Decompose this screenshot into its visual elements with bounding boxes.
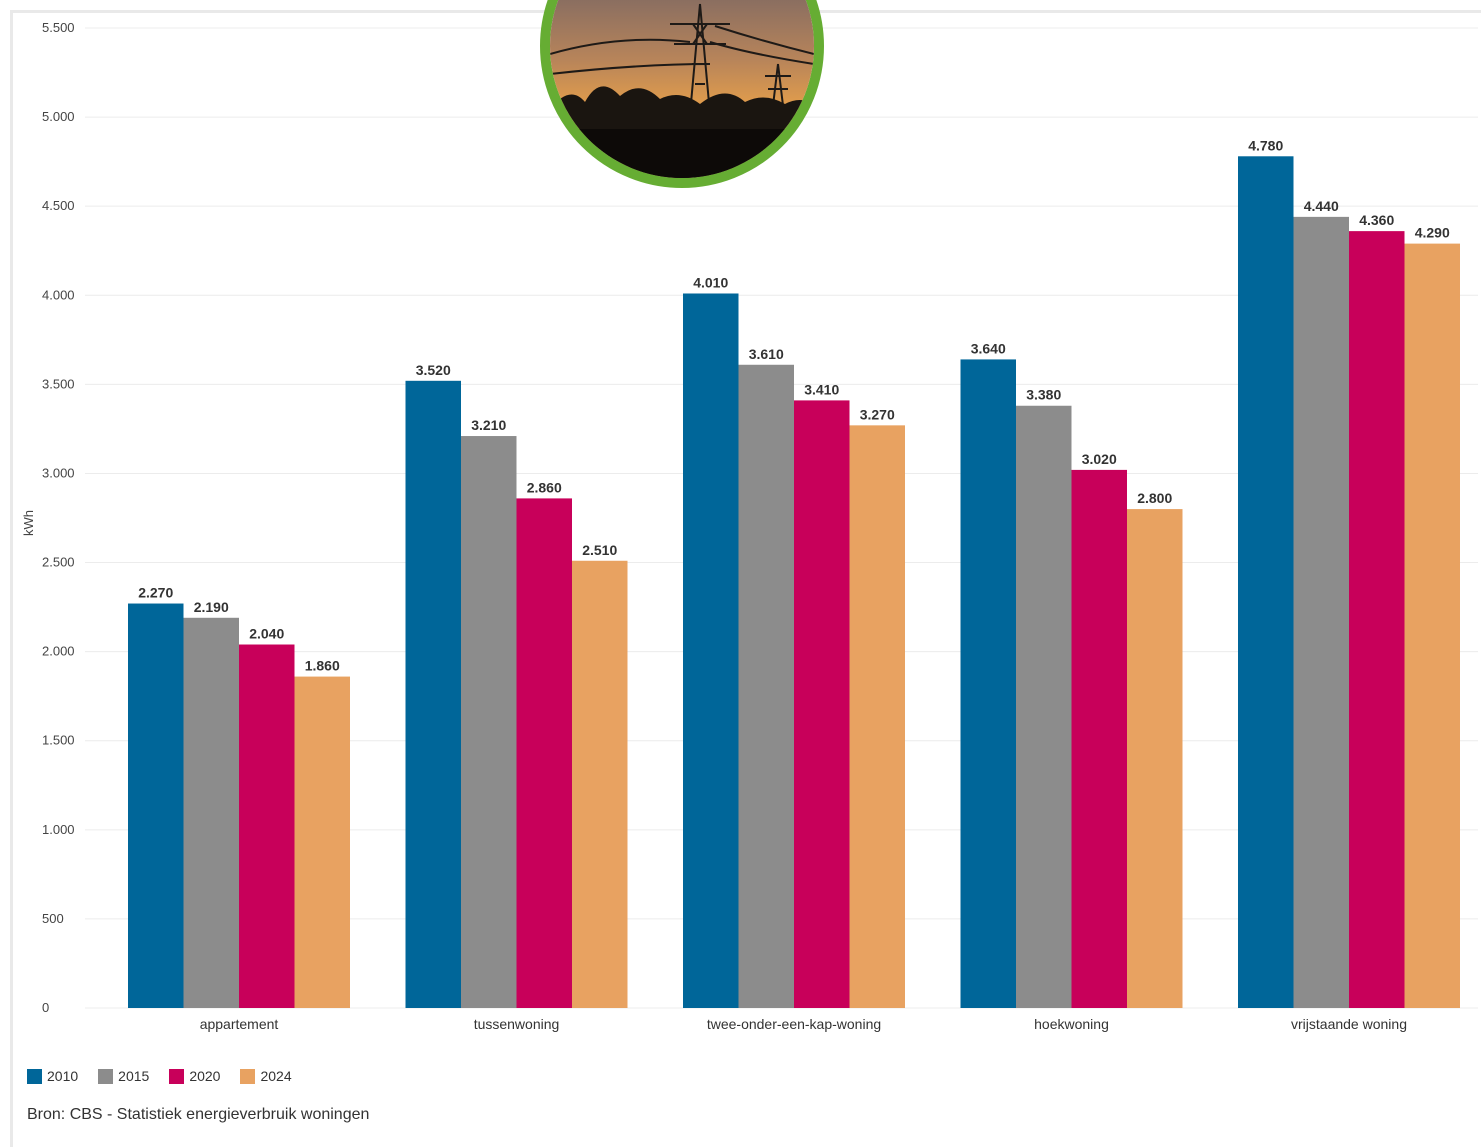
data-label: 4.440 bbox=[1304, 198, 1339, 214]
data-label: 2.510 bbox=[582, 542, 617, 558]
data-label: 1.860 bbox=[305, 658, 340, 674]
y-axis-label: kWh bbox=[21, 510, 36, 536]
bar-2020-4 bbox=[1349, 231, 1405, 1009]
legend-label: 2010 bbox=[47, 1068, 79, 1084]
bar-2024-1 bbox=[572, 560, 628, 1008]
data-label: 4.010 bbox=[693, 274, 728, 290]
data-label: 2.860 bbox=[527, 479, 562, 495]
bar-2024-4 bbox=[1404, 243, 1460, 1009]
bar-2010-0 bbox=[128, 603, 184, 1008]
y-tick-label: 500 bbox=[42, 911, 64, 926]
bar-2020-1 bbox=[516, 498, 572, 1008]
data-label: 3.270 bbox=[860, 406, 895, 422]
y-tick-label: 5.500 bbox=[42, 20, 75, 35]
legend-label: 2015 bbox=[118, 1068, 150, 1084]
data-label: 3.210 bbox=[471, 417, 506, 433]
bar-2010-3 bbox=[960, 359, 1016, 1008]
bar-2015-3 bbox=[1016, 405, 1072, 1008]
data-label: 4.360 bbox=[1359, 212, 1394, 228]
data-label: 2.800 bbox=[1137, 490, 1172, 506]
legend-item-2010: 2010 bbox=[27, 1068, 78, 1084]
category-label: appartement bbox=[200, 1016, 279, 1032]
legend-item-2024: 2024 bbox=[240, 1068, 292, 1084]
bar-2020-0 bbox=[239, 644, 295, 1008]
bar-2020-2 bbox=[794, 400, 850, 1008]
bar-2015-0 bbox=[183, 617, 239, 1008]
data-label: 3.380 bbox=[1026, 387, 1061, 403]
bars bbox=[128, 156, 1460, 1009]
legend-swatch bbox=[27, 1068, 42, 1084]
legend-label: 2024 bbox=[260, 1068, 292, 1084]
y-tick-label: 3.000 bbox=[42, 465, 75, 480]
x-axis-categories: appartement tussenwoning twee-onder-een-ka… bbox=[200, 1016, 1407, 1032]
bar-2010-1 bbox=[405, 380, 461, 1008]
category-label: vrijstaande woning bbox=[1291, 1016, 1407, 1032]
data-label: 2.040 bbox=[249, 626, 284, 642]
y-tick-label: 2.000 bbox=[42, 644, 75, 659]
data-label: 3.640 bbox=[971, 340, 1006, 356]
category-label: tussenwoning bbox=[474, 1016, 560, 1032]
data-label: 2.270 bbox=[138, 585, 173, 601]
y-tick-label: 4.000 bbox=[42, 287, 75, 302]
data-label: 3.410 bbox=[804, 381, 839, 397]
bar-2010-4 bbox=[1238, 156, 1294, 1009]
y-tick-label: 5.000 bbox=[42, 109, 75, 124]
y-tick-label: 2.500 bbox=[42, 555, 75, 570]
y-tick-label: 4.500 bbox=[42, 198, 75, 213]
legend-label: 2020 bbox=[189, 1068, 221, 1084]
data-label: 3.020 bbox=[1082, 451, 1117, 467]
bar-2024-3 bbox=[1127, 509, 1183, 1008]
category-label: hoekwoning bbox=[1034, 1016, 1109, 1032]
data-label: 4.780 bbox=[1248, 137, 1283, 153]
source-note: Bron: CBS - Statistiek energieverbruik w… bbox=[27, 1106, 370, 1123]
bar-2024-0 bbox=[294, 676, 350, 1008]
data-label: 4.290 bbox=[1415, 225, 1450, 241]
bar-2015-4 bbox=[1293, 216, 1349, 1008]
legend-item-2015: 2015 bbox=[98, 1068, 149, 1084]
y-tick-label: 1.000 bbox=[42, 822, 75, 837]
data-labels: 2.270 2.190 2.040 1.860 3.520 3.210 2.860 2.510… bbox=[138, 137, 1450, 673]
legend-swatch bbox=[169, 1068, 185, 1084]
y-tick-label: 3.500 bbox=[42, 376, 75, 391]
bar-chart: 0 500 1.000 1.500 2.000 2.500 3.000 3.500 4.000 4… bbox=[21, 20, 1478, 1032]
bar-2020-3 bbox=[1071, 469, 1127, 1009]
y-tick-label: 1.500 bbox=[42, 733, 75, 748]
bar-2010-2 bbox=[683, 293, 739, 1008]
bar-2015-1 bbox=[461, 436, 517, 1008]
legend: 2010 2015 2020 2024 bbox=[27, 1068, 292, 1084]
y-tick-label: 0 bbox=[42, 1000, 49, 1015]
data-label: 2.190 bbox=[194, 599, 229, 615]
y-axis-ticks: 0 500 1.000 1.500 2.000 2.500 3.000 3.500 4.000 4… bbox=[42, 20, 75, 1015]
legend-swatch bbox=[98, 1068, 114, 1084]
legend-swatch bbox=[240, 1068, 256, 1084]
bar-2024-2 bbox=[849, 425, 905, 1008]
legend-item-2020: 2020 bbox=[169, 1068, 220, 1084]
data-label: 3.610 bbox=[749, 346, 784, 362]
bar-2015-2 bbox=[738, 364, 794, 1008]
data-label: 3.520 bbox=[416, 362, 451, 378]
category-label: twee-onder-een-kap-woning bbox=[707, 1016, 881, 1032]
